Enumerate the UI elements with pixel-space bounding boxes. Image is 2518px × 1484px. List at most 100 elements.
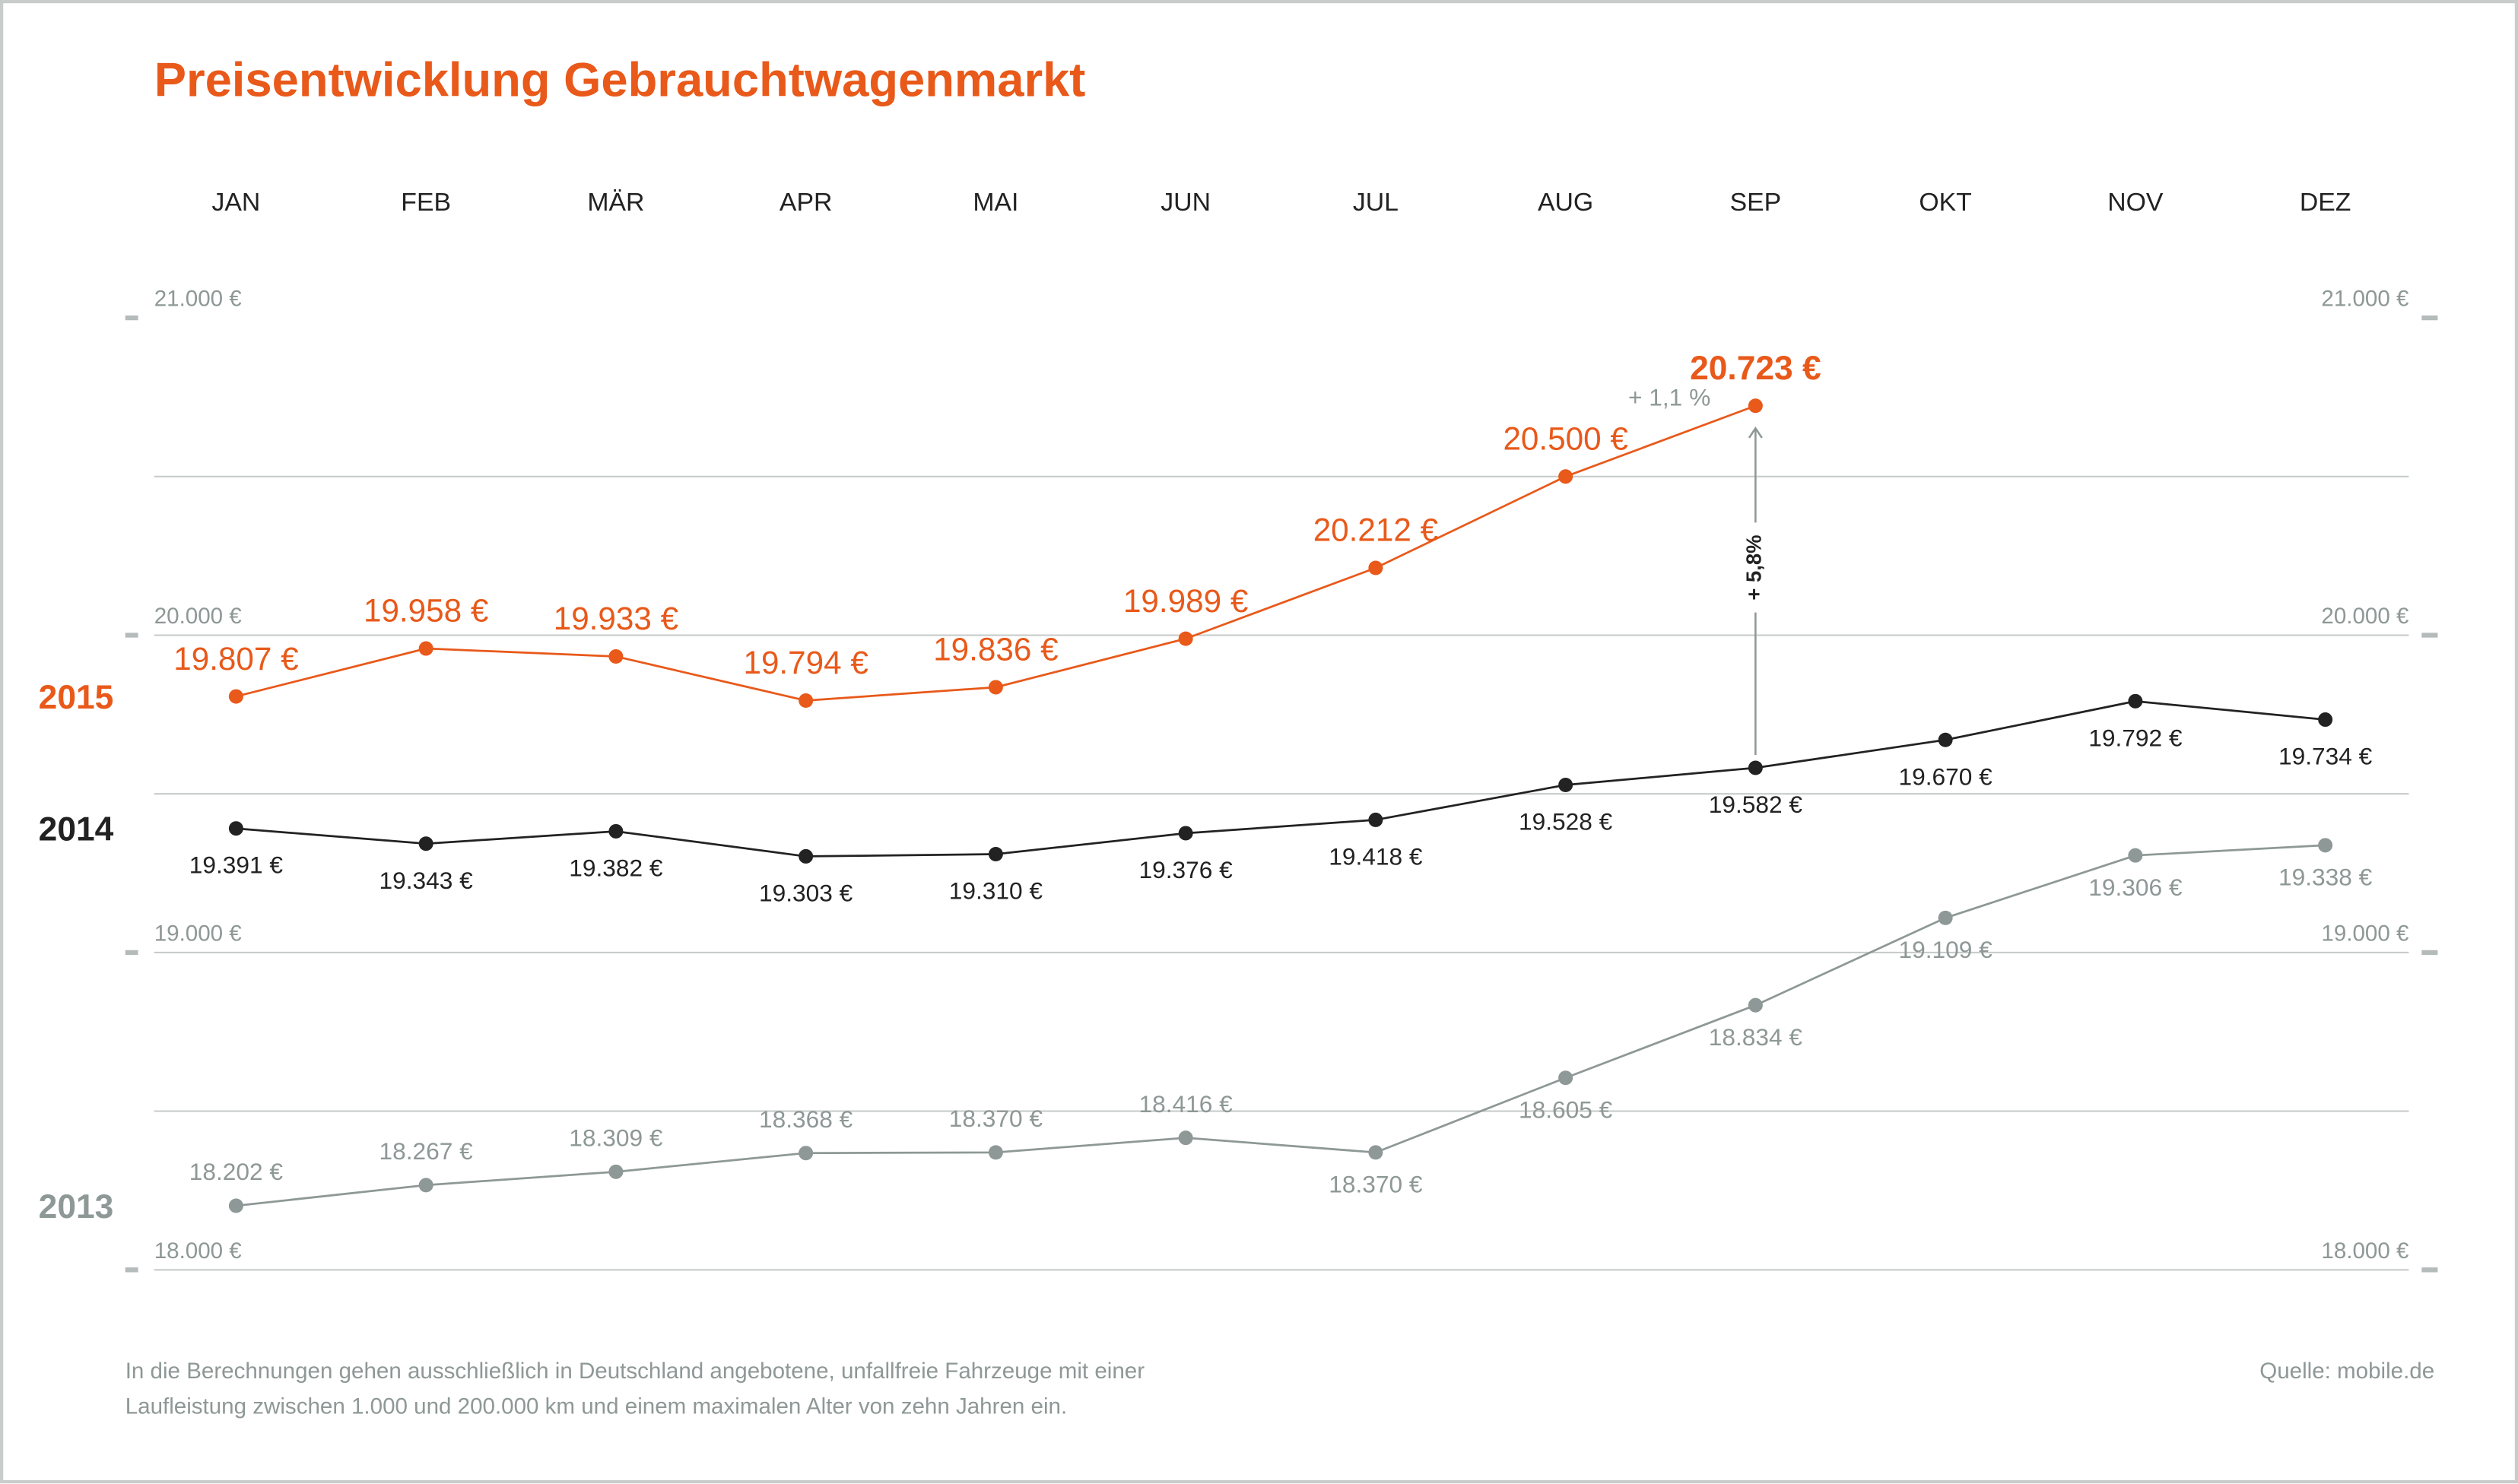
x-tick-label: MAI (973, 188, 1018, 217)
x-tick-label: JUL (1353, 188, 1399, 217)
data-point (1938, 732, 1953, 747)
x-tick-label: NOV (2107, 188, 2164, 217)
data-point (228, 821, 243, 836)
x-tick-label: AUG (1538, 188, 1593, 217)
data-label: 19.528 € (1519, 808, 1613, 836)
x-tick-label: MÄR (587, 188, 644, 217)
y-tick-label: 20.000 € (2321, 604, 2409, 629)
data-point (1368, 1145, 1383, 1160)
data-point (228, 1198, 243, 1213)
chart-title: Preisentwicklung Gebrauchtwagenmarkt (154, 54, 1086, 107)
data-point (418, 641, 433, 656)
annotation: + 1,1 % (1628, 384, 1710, 411)
data-point (1748, 760, 1763, 775)
series-line (236, 699, 2326, 858)
data-label: 19.109 € (1898, 936, 1992, 963)
legend-label: 2014 (39, 811, 114, 848)
note-line: In die Berechnungen gehen ausschließlich… (125, 1359, 1145, 1384)
data-label: 18.605 € (1519, 1096, 1613, 1123)
y-tick-label: 18.000 € (2321, 1238, 2409, 1264)
y-tick-label: 21.000 € (2321, 287, 2409, 312)
data-point (418, 1178, 433, 1193)
data-label: 20.723 € (1690, 350, 1821, 387)
data-label: 19.376 € (1139, 856, 1234, 883)
data-label: 18.202 € (189, 1158, 284, 1185)
x-tick-label: JAN (212, 188, 261, 217)
data-point (418, 836, 433, 851)
data-point (799, 848, 814, 864)
data-point (608, 1164, 624, 1179)
data-label: 19.792 € (2088, 724, 2183, 751)
series-line (236, 844, 2326, 1207)
data-point (1368, 812, 1383, 827)
data-point (2128, 848, 2143, 863)
annotation: + 5,8% (1742, 534, 1766, 600)
data-label: 18.368 € (759, 1105, 853, 1133)
data-label: 19.807 € (173, 641, 298, 677)
data-label: 19.582 € (1709, 791, 1803, 818)
data-label: 19.418 € (1329, 842, 1423, 870)
data-point (988, 680, 1003, 695)
data-point (1178, 1130, 1193, 1146)
data-point (608, 823, 624, 839)
data-point (608, 648, 624, 664)
data-label: 18.309 € (569, 1124, 663, 1151)
data-label: 19.794 € (743, 645, 868, 680)
x-tick-label: OKT (1919, 188, 1971, 217)
data-label: 18.370 € (1329, 1171, 1423, 1198)
x-tick-label: JUN (1161, 188, 1211, 217)
y-tick-label: 19.000 € (154, 921, 243, 946)
y-tick-label: 20.000 € (154, 604, 243, 629)
data-point (988, 847, 1003, 862)
data-point (2318, 712, 2333, 728)
data-point (228, 689, 243, 704)
data-label: 19.989 € (1123, 583, 1248, 619)
annotation-bg (1741, 522, 1770, 613)
data-label: 19.836 € (933, 632, 1058, 667)
source: Quelle: mobile.de (2259, 1359, 2434, 1384)
data-label: 19.670 € (1898, 763, 1992, 790)
x-tick-label: FEB (401, 188, 451, 217)
data-label: 18.267 € (379, 1137, 474, 1165)
data-point (1938, 910, 1953, 925)
data-point (2318, 838, 2333, 853)
data-point (1178, 826, 1193, 841)
x-tick-label: DEZ (2300, 188, 2351, 217)
legend-label: 2015 (39, 679, 114, 716)
data-point (1558, 778, 1573, 793)
data-point (1748, 997, 1763, 1013)
data-label: 19.958 € (364, 593, 488, 629)
x-tick-label: APR (780, 188, 832, 217)
data-label: 19.303 € (759, 879, 853, 906)
data-label: 19.734 € (2278, 743, 2373, 770)
data-label: 18.370 € (949, 1105, 1043, 1132)
data-point (1368, 560, 1383, 576)
data-label: 18.834 € (1709, 1023, 1803, 1051)
arrow-head (1748, 426, 1763, 439)
data-label: 19.382 € (569, 854, 663, 881)
y-tick-label: 19.000 € (2321, 921, 2409, 946)
data-point (2128, 693, 2143, 709)
x-tick-label: SEP (1730, 188, 1782, 217)
data-point (799, 1146, 814, 1161)
data-point (1178, 631, 1193, 646)
data-label: 19.391 € (189, 851, 284, 879)
data-point (1558, 1070, 1573, 1086)
data-label: 20.212 € (1313, 512, 1438, 548)
data-point (1558, 469, 1573, 484)
data-point (799, 693, 814, 708)
data-label: 19.338 € (2278, 864, 2373, 891)
note-line: Laufleistung zwischen 1.000 und 200.000 … (125, 1394, 1067, 1419)
y-tick-label: 18.000 € (154, 1238, 243, 1264)
data-point (988, 1145, 1003, 1160)
y-tick-label: 21.000 € (154, 287, 243, 312)
data-label: 19.310 € (949, 877, 1043, 905)
data-label: 19.933 € (554, 601, 678, 636)
data-label: 20.500 € (1503, 421, 1627, 457)
data-point (1748, 398, 1763, 414)
data-label: 18.416 € (1139, 1090, 1234, 1118)
data-label: 19.306 € (2088, 874, 2183, 901)
legend-label: 2013 (39, 1188, 114, 1226)
data-label: 19.343 € (379, 867, 474, 894)
